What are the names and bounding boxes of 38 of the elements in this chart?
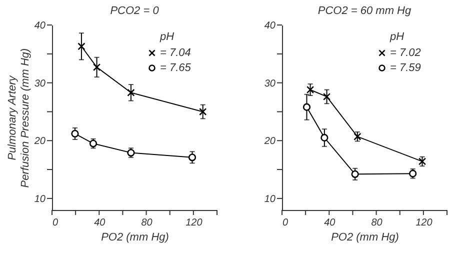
x-tick-label: 40 — [324, 218, 336, 228]
point — [302, 103, 311, 111]
point — [351, 170, 359, 178]
x-axis-title: PO2 (mm Hg) — [101, 232, 170, 244]
y-tick-label: 10 — [264, 194, 276, 205]
y-tick-label: 30 — [34, 78, 46, 90]
legend-title: pH — [158, 31, 174, 43]
point — [322, 92, 331, 100]
x-tick-label: 0 — [52, 218, 58, 228]
point — [127, 88, 135, 96]
y-tick-label: 10 — [34, 194, 46, 205]
y-tick-label: 40 — [34, 20, 46, 32]
point — [199, 108, 207, 116]
point — [71, 130, 79, 138]
y-tick-label: 30 — [264, 78, 276, 90]
point — [92, 63, 101, 72]
x-tick-label: 120 — [186, 218, 203, 228]
y-tick-label: 20 — [33, 136, 46, 148]
legend-label: = 7.02 — [390, 47, 421, 59]
point — [320, 134, 328, 142]
point — [306, 86, 314, 94]
point — [188, 154, 196, 162]
x-tick-label: 80 — [141, 218, 153, 228]
chart-title: PCO2 = 0 — [110, 5, 160, 17]
legend-label: = 7.59 — [390, 62, 421, 74]
legend-label: = 7.04 — [160, 47, 191, 59]
y-axis-title: Pulmonary Artery Perfusion Pressure (mm Hg) — [6, 48, 32, 188]
y-tick-label: 40 — [264, 20, 276, 32]
chart-title: PCO2 = 60 mm Hg — [318, 5, 412, 17]
point — [78, 42, 86, 50]
x-tick-label: 40 — [94, 218, 106, 228]
x-tick-label: 120 — [416, 218, 433, 228]
legend-title: pH — [388, 31, 404, 43]
legend-label: = 7.65 — [160, 62, 192, 74]
y-tick-label: 20 — [263, 136, 276, 148]
x-axis-title: PO2 (mm Hg) — [331, 232, 400, 244]
x-tick-label: 80 — [371, 218, 383, 228]
x-tick-label: 0 — [282, 218, 288, 228]
